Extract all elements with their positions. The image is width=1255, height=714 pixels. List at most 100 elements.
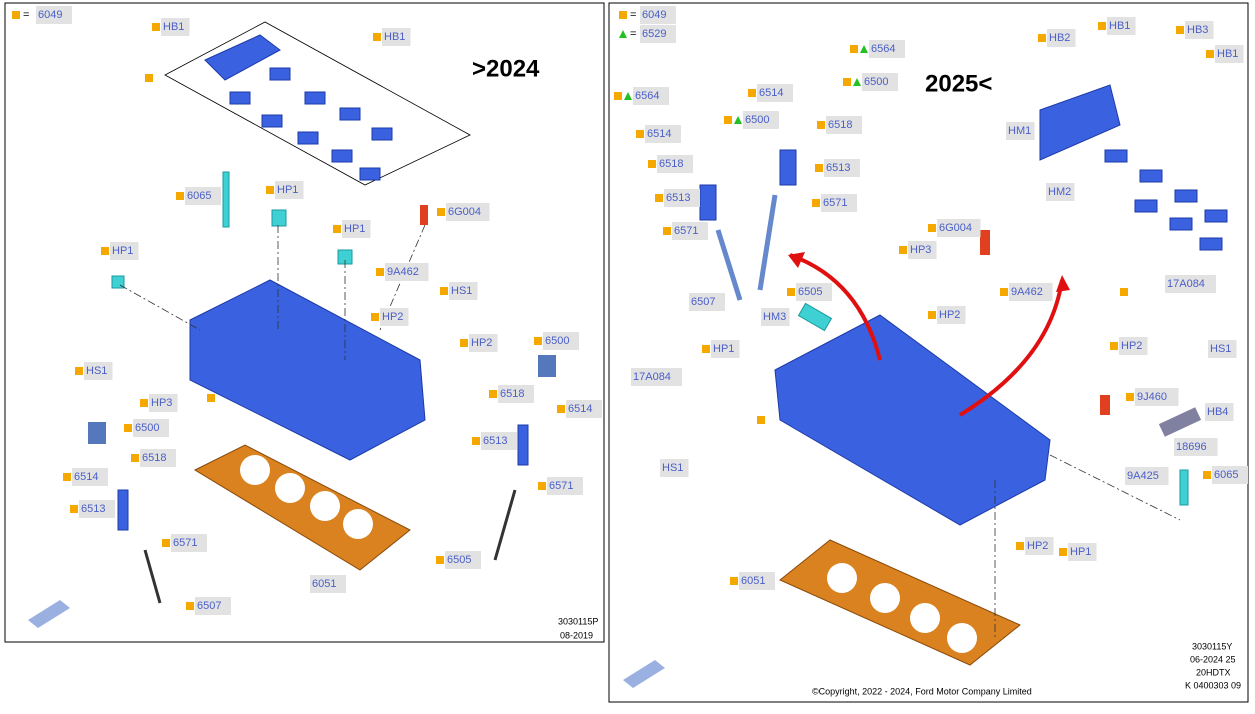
label-box <box>824 159 860 177</box>
callout-label: 6500 <box>745 114 769 126</box>
callout-label: 6G004 <box>448 206 481 218</box>
footer: 06-2024 25 <box>1190 654 1236 664</box>
callout-label: 6571 <box>674 225 698 237</box>
marker <box>460 339 468 347</box>
label-box <box>72 468 108 486</box>
label-box <box>862 73 898 91</box>
marker <box>636 130 644 138</box>
marker <box>1206 50 1214 58</box>
label-box <box>171 534 207 552</box>
callout-label: 6513 <box>826 162 850 174</box>
label-box <box>1009 283 1053 301</box>
marker <box>928 224 936 232</box>
label-box <box>1125 467 1169 485</box>
marker <box>63 473 71 481</box>
marker <box>1120 288 1128 296</box>
callout-label: 9J460 <box>1137 391 1167 403</box>
label-box <box>161 18 190 36</box>
callout-label: 6500 <box>135 422 159 434</box>
label-box <box>711 340 740 358</box>
marker <box>614 92 622 100</box>
callout-label: 6571 <box>173 537 197 549</box>
label-box <box>937 306 966 324</box>
callout-label: HM1 <box>1008 125 1031 137</box>
callout-label: 6564 <box>871 43 895 55</box>
callout-label: HP3 <box>910 244 931 256</box>
label-box <box>1215 45 1244 63</box>
marker <box>131 454 139 462</box>
callout-label: 6513 <box>483 435 507 447</box>
callout-label: 6051 <box>741 575 765 587</box>
label-box <box>310 575 346 593</box>
marker <box>730 577 738 585</box>
marker <box>70 505 78 513</box>
callout-label: 9A425 <box>1127 470 1159 482</box>
callout-label: HM2 <box>1048 186 1071 198</box>
label-box <box>796 283 832 301</box>
marker <box>1016 542 1024 550</box>
callout-label: 6500 <box>545 335 569 347</box>
label-box <box>1205 403 1234 421</box>
label-box <box>566 400 602 418</box>
marker <box>140 399 148 407</box>
marker <box>538 482 546 490</box>
footer: K 0400303 09 <box>1185 680 1241 690</box>
legend-code: 6529 <box>642 28 666 40</box>
marker <box>815 164 823 172</box>
marker <box>787 288 795 296</box>
callout-label: 6065 <box>187 190 211 202</box>
label-box <box>380 308 409 326</box>
callout-label: HB3 <box>1187 24 1208 36</box>
marker <box>734 116 742 124</box>
callout-label: HM3 <box>763 311 786 323</box>
marker <box>624 92 632 100</box>
label-box <box>640 25 676 43</box>
callout-label: HP2 <box>1121 340 1142 352</box>
callout-label: HP2 <box>382 311 403 323</box>
label-box <box>445 551 481 569</box>
callout-label: HB1 <box>384 31 405 43</box>
marker <box>757 416 765 424</box>
callout-label: HB2 <box>1049 32 1070 44</box>
callout-label: 6505 <box>447 554 471 566</box>
callout-label: 6051 <box>312 578 336 590</box>
callout-label: HB1 <box>163 21 184 33</box>
label-box <box>1006 122 1035 140</box>
marker <box>850 45 858 53</box>
label-box <box>672 222 708 240</box>
marker <box>1059 548 1067 556</box>
legend-symbol: = <box>23 9 29 21</box>
panel-title: >2024 <box>472 55 540 82</box>
callout-label: HS1 <box>451 285 472 297</box>
marker <box>440 287 448 295</box>
marker <box>1203 471 1211 479</box>
callout-label: 6518 <box>659 158 683 170</box>
label-box <box>133 419 169 437</box>
marker <box>333 225 341 233</box>
marker <box>376 268 384 276</box>
footer: 08-2019 <box>560 630 593 640</box>
label-box <box>382 28 411 46</box>
callout-label: HS1 <box>86 365 107 377</box>
label-box <box>498 385 534 403</box>
callout-label: 18696 <box>1176 441 1207 453</box>
label-box <box>689 293 725 311</box>
callout-label: HB1 <box>1109 20 1130 32</box>
legend-symbol: = <box>630 9 636 21</box>
callout-label: HP1 <box>112 245 133 257</box>
marker <box>266 186 274 194</box>
marker <box>12 11 20 19</box>
marker <box>437 208 445 216</box>
panel-title: 2025< <box>925 70 992 97</box>
label-box <box>469 334 498 352</box>
callout-label: 6507 <box>197 600 221 612</box>
footer: 3030115P <box>558 616 598 626</box>
callout-label: 9A462 <box>387 266 419 278</box>
label-box <box>1165 275 1216 293</box>
callout-label: 6514 <box>759 87 783 99</box>
callout-label: 6500 <box>864 76 888 88</box>
marker <box>1126 393 1134 401</box>
callout-label: 6518 <box>828 119 852 131</box>
label-box <box>937 219 981 237</box>
label-box <box>757 84 793 102</box>
